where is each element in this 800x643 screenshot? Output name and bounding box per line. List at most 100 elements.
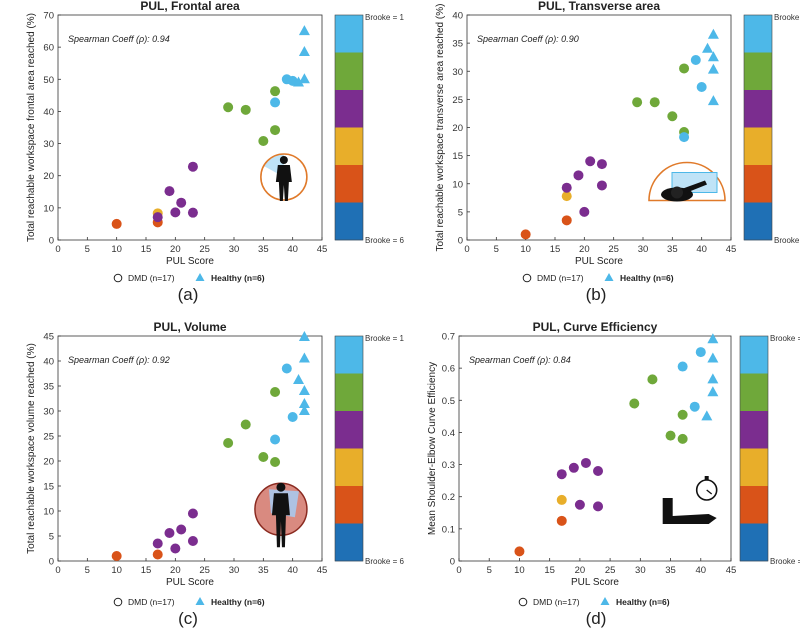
x-tick-label: 15 — [544, 565, 555, 576]
dmd-point — [223, 102, 234, 113]
dmd-point — [696, 82, 707, 92]
colorbar-segment — [740, 373, 768, 412]
x-tick-label: 10 — [514, 565, 525, 576]
dmd-point — [258, 136, 269, 146]
legend-dmd-label: DMD (n=17) — [537, 273, 584, 283]
body-silhouette — [271, 493, 290, 548]
dmd-point — [164, 528, 175, 538]
y-tick-label: 40 — [43, 107, 54, 118]
chart-title: PUL, Frontal area — [140, 0, 240, 13]
y-tick-label: 25 — [452, 95, 463, 106]
x-tick-label: 45 — [317, 244, 328, 255]
x-tick-label: 25 — [199, 565, 210, 576]
x-tick-label: 5 — [494, 244, 499, 255]
dmd-point — [240, 104, 251, 115]
x-tick-label: 20 — [575, 565, 586, 576]
y-tick-label: 35 — [452, 39, 463, 50]
y-axis-label: Mean Shoulder-Elbow Curve Efficiency — [427, 362, 438, 535]
legend-healthy-marker — [195, 273, 205, 281]
colorbar-bottom-label: Brooke = 6 — [365, 557, 404, 566]
chart-panel-a: PUL, Frontal area 0 5 10 15 20 25 30 35 40 45 0 10 20… — [26, 0, 404, 304]
colorbar-segment — [335, 523, 363, 562]
healthy-point — [707, 51, 719, 62]
colorbar-segment — [740, 411, 768, 449]
healthy-point — [298, 405, 310, 415]
healthy-point — [707, 386, 719, 397]
healthy-point — [707, 333, 719, 344]
colorbar-bottom-label: Brooke = 6 — [774, 236, 800, 245]
legend-dmd-marker — [113, 597, 123, 607]
healthy-point — [293, 76, 305, 87]
y-tick-label: 0.2 — [442, 492, 455, 503]
body-silhouette — [275, 165, 292, 201]
x-tick-label: 40 — [696, 244, 707, 255]
dmd-point — [579, 206, 590, 217]
x-tick-label: 0 — [456, 565, 461, 576]
dmd-point — [561, 215, 572, 226]
colorbar-segment — [740, 448, 768, 487]
dmd-point — [187, 207, 198, 218]
healthy-point — [707, 95, 719, 106]
stopwatch-button — [704, 476, 709, 480]
panel-label: (a) — [178, 285, 199, 304]
dmd-point — [556, 515, 567, 526]
dmd-point — [281, 363, 292, 374]
colorbar-top-label: Brooke = 1 — [770, 334, 800, 343]
frontal-area-icon — [260, 153, 308, 201]
x-tick-label: 40 — [695, 565, 706, 576]
dmd-point — [270, 387, 281, 397]
healthy-point — [707, 373, 719, 384]
legend-dmd-label: DMD (n=17) — [533, 597, 580, 607]
head-shape — [671, 186, 683, 199]
dmd-point — [270, 86, 281, 97]
healthy-point — [298, 25, 310, 36]
dmd-point — [647, 374, 658, 385]
dmd-point — [596, 180, 607, 191]
y-tick-label: 20 — [452, 123, 463, 134]
spearman-annotation: Spearman Coeff (ρ): 0.84 — [469, 355, 571, 365]
y-tick-label: 0.7 — [442, 332, 455, 343]
legend-healthy-label: Healthy (n=6) — [211, 597, 265, 607]
dmd-point — [187, 161, 198, 172]
x-tick-label: 0 — [55, 565, 60, 576]
plot-area — [458, 335, 732, 562]
y-tick-label: 10 — [43, 507, 54, 518]
legend-healthy-label: Healthy (n=6) — [616, 597, 670, 607]
y-tick-label: 5 — [458, 207, 463, 218]
curve-efficiency-icon — [662, 476, 718, 524]
x-tick-label: 0 — [464, 244, 469, 255]
y-tick-label: 30 — [452, 67, 463, 78]
y-axis-label: Total reachable workspace volume reached… — [26, 343, 37, 554]
colorbar-segment — [744, 202, 772, 241]
x-tick-label: 5 — [487, 565, 492, 576]
y-tick-label: 0.4 — [442, 428, 455, 439]
colorbar-segment — [740, 523, 768, 562]
legend-dmd-label: DMD (n=17) — [128, 273, 175, 283]
colorbar-segment — [744, 127, 772, 166]
x-tick-label: 35 — [665, 565, 676, 576]
x-tick-label: 35 — [667, 244, 678, 255]
x-axis-label: PUL Score — [571, 577, 619, 588]
dmd-point — [561, 191, 572, 202]
x-tick-label: 0 — [55, 244, 60, 255]
x-tick-label: 15 — [141, 244, 152, 255]
dmd-point — [176, 197, 187, 208]
colorbar-frame — [334, 14, 364, 241]
x-tick-label: 35 — [258, 244, 269, 255]
x-axis-label: PUL Score — [166, 256, 214, 267]
x-tick-label: 30 — [229, 244, 240, 255]
dmd-point — [111, 551, 122, 561]
y-tick-label: 25 — [43, 432, 54, 443]
y-tick-label: 15 — [43, 482, 54, 493]
x-tick-label: 10 — [111, 244, 122, 255]
healthy-point — [298, 352, 310, 363]
dmd-point — [665, 430, 676, 441]
x-tick-label: 45 — [726, 244, 737, 255]
x-tick-label: 10 — [520, 244, 531, 255]
healthy-point — [707, 63, 719, 74]
dmd-point — [596, 159, 607, 170]
dmd-point — [629, 398, 640, 409]
healthy-point — [298, 398, 310, 408]
x-tick-label: 15 — [141, 565, 152, 576]
